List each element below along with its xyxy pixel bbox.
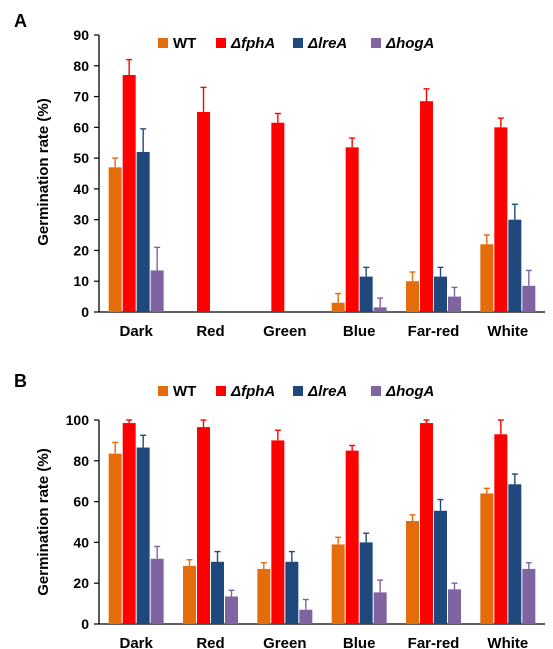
- bar: [494, 127, 508, 312]
- bar: [331, 302, 345, 312]
- bar: [150, 270, 164, 312]
- bar: [257, 568, 271, 624]
- legend-entry: WT: [173, 35, 196, 52]
- panel-label: A: [14, 11, 27, 31]
- x-tick-label: Red: [196, 323, 224, 340]
- bar: [331, 544, 345, 624]
- bar: [271, 440, 285, 624]
- y-tick-label: 20: [73, 575, 89, 591]
- legend-swatch: [158, 38, 168, 48]
- legend-swatch: [293, 38, 303, 48]
- legend-swatch: [371, 386, 381, 396]
- bar: [434, 276, 447, 312]
- legend-swatch: [293, 386, 303, 396]
- bar: [522, 568, 536, 624]
- y-tick-label: 20: [73, 242, 89, 258]
- y-tick-label: 80: [73, 453, 89, 469]
- legend-swatch: [216, 386, 226, 396]
- y-tick-label: 60: [73, 119, 89, 135]
- bar: [406, 281, 419, 312]
- bar: [122, 423, 136, 624]
- bar: [448, 296, 461, 312]
- bar: [448, 589, 461, 624]
- x-tick-label: Dark: [119, 635, 153, 649]
- y-tick-label: 0: [81, 304, 89, 320]
- y-tick-label: 70: [73, 89, 89, 105]
- y-tick-label: 50: [73, 150, 89, 166]
- bar: [434, 510, 447, 624]
- bar: [136, 447, 150, 624]
- bar: [211, 561, 224, 624]
- chart-panel-b: B 0 20 40 60 80 100 Germination rate (%) Dark Red…: [14, 371, 545, 649]
- y-tick-label: 80: [73, 58, 89, 74]
- bar: [136, 151, 150, 312]
- bar: [122, 75, 136, 312]
- y-tick-label: 100: [66, 412, 90, 428]
- legend-swatch: [216, 38, 226, 48]
- bar: [373, 307, 387, 312]
- bar: [420, 423, 433, 624]
- legend-swatch: [158, 386, 168, 396]
- legend-swatch: [371, 38, 381, 48]
- x-tick-label: White: [487, 635, 528, 649]
- legend-entry: ΔlreA: [307, 35, 347, 52]
- panel-label: B: [14, 371, 27, 391]
- bar: [225, 596, 238, 624]
- bar: [522, 285, 536, 312]
- y-tick-label: 40: [73, 181, 89, 197]
- x-tick-label: Dark: [119, 323, 153, 340]
- y-tick-label: 0: [81, 616, 89, 632]
- x-tick-label: Blue: [343, 323, 376, 340]
- y-tick-label: 60: [73, 494, 89, 510]
- bar: [183, 565, 196, 624]
- bar: [359, 542, 373, 624]
- bar: [494, 434, 508, 624]
- bar: [150, 558, 164, 624]
- x-tick-label: Red: [196, 635, 224, 649]
- x-tick-label: White: [487, 323, 528, 340]
- bar: [197, 427, 210, 624]
- legend-entry: ΔhogA: [385, 35, 434, 52]
- legend-entry: ΔfphA: [230, 35, 275, 52]
- bar: [345, 147, 359, 312]
- legend-entry: ΔfphA: [230, 383, 275, 400]
- y-axis-title: Germination rate (%): [35, 98, 52, 246]
- bar: [197, 111, 210, 312]
- y-tick-label: 10: [73, 273, 89, 289]
- bar: [108, 167, 122, 312]
- bar: [108, 453, 122, 624]
- bar: [508, 484, 522, 624]
- x-tick-label: Far-red: [408, 323, 460, 340]
- bar: [420, 101, 433, 312]
- x-tick-label: Green: [263, 635, 306, 649]
- bar: [271, 122, 285, 312]
- bar: [508, 219, 522, 312]
- bar: [299, 609, 313, 624]
- bar: [480, 493, 494, 624]
- bar: [285, 561, 299, 624]
- y-tick-label: 40: [73, 534, 89, 550]
- y-tick-label: 30: [73, 212, 89, 228]
- legend-entry: ΔhogA: [385, 383, 434, 400]
- bar: [359, 276, 373, 312]
- legend-entry: WT: [173, 383, 196, 400]
- x-tick-label: Far-red: [408, 635, 460, 649]
- x-tick-label: Blue: [343, 635, 376, 649]
- x-tick-label: Green: [263, 323, 306, 340]
- y-tick-label: 90: [73, 27, 89, 43]
- y-axis-title: Germination rate (%): [35, 448, 52, 596]
- legend-entry: ΔlreA: [307, 383, 347, 400]
- bar: [480, 244, 494, 312]
- bar: [373, 592, 387, 624]
- chart-panel-a: A 0 10 20 30 40 50 60 70 80 90 Germination rate (%)…: [14, 11, 545, 340]
- bar: [345, 450, 359, 624]
- bar: [406, 520, 419, 624]
